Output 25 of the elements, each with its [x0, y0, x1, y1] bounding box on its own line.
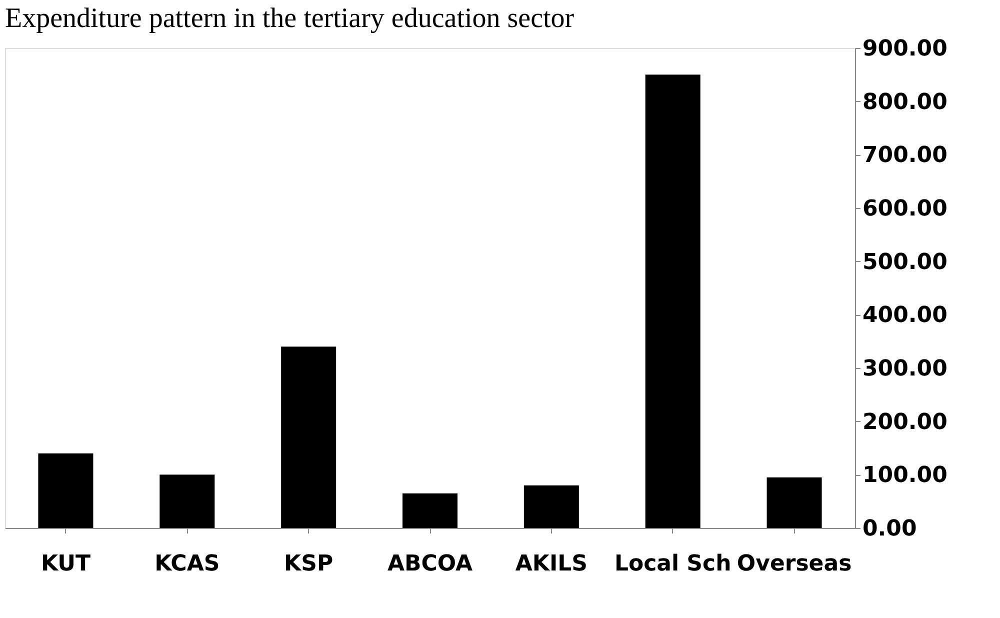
x-tick-label: ABCOA: [387, 552, 473, 576]
y-tick-label: 100.00: [862, 463, 948, 488]
x-tick-label: KSP: [284, 552, 334, 576]
x-tick-label: Local Sch: [614, 552, 732, 576]
y-tick-label: 0.00: [862, 516, 917, 542]
bar: [38, 453, 94, 528]
bar: [766, 477, 822, 528]
bar: [402, 493, 458, 528]
y-tick-label: 500.00: [862, 250, 948, 275]
y-tick-label: 700.00: [862, 143, 948, 168]
y-tick-label: 200.00: [862, 410, 948, 435]
bar: [160, 474, 215, 528]
x-tick-label: Overseas: [736, 552, 852, 576]
y-tick-label: 300.00: [862, 356, 948, 382]
y-tick-label: 600.00: [862, 196, 948, 222]
x-tick-label: KCAS: [154, 552, 220, 576]
y-tick-label: 800.00: [862, 90, 948, 115]
bar: [524, 485, 579, 528]
x-tick-label: KUT: [40, 552, 90, 576]
y-tick-label: 400.00: [862, 303, 948, 328]
bar: [281, 346, 336, 528]
y-tick-label: 900.00: [862, 36, 948, 62]
chart-title: Expenditure pattern in the tertiary education sector: [5, 3, 575, 34]
x-tick-label: AKILS: [515, 552, 588, 576]
bar: [645, 74, 700, 528]
